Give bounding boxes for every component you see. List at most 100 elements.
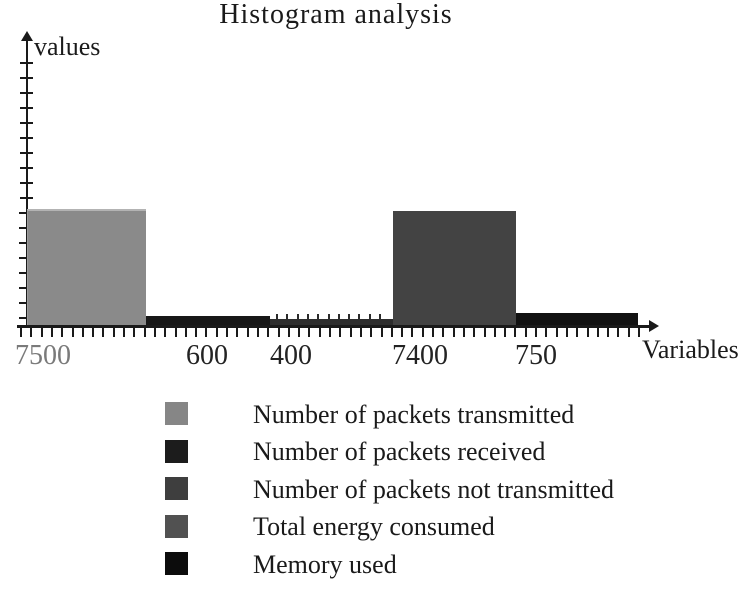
y-tick xyxy=(20,122,33,124)
x-tick xyxy=(20,328,22,337)
x-tick-label: 400 xyxy=(270,340,312,371)
x-tick xyxy=(195,328,198,337)
x-tick xyxy=(277,328,280,337)
y-tick xyxy=(20,92,33,94)
mini-tick xyxy=(317,314,320,319)
bar-750 xyxy=(516,313,638,325)
x-tick xyxy=(627,328,630,337)
legend-label: Number of packets received xyxy=(253,437,546,466)
bar-7500 xyxy=(27,209,146,325)
x-tick xyxy=(298,328,301,337)
y-tick xyxy=(20,182,33,184)
y-axis-label: values xyxy=(34,32,101,61)
x-tick xyxy=(153,328,156,337)
x-tick xyxy=(61,328,64,337)
x-tick xyxy=(205,328,208,337)
x-axis-label: Variables xyxy=(642,335,739,364)
x-tick xyxy=(256,328,259,337)
mini-tick xyxy=(379,314,381,319)
y-tick xyxy=(19,272,26,274)
x-tick xyxy=(483,328,486,337)
x-tick xyxy=(164,328,167,337)
x-axis xyxy=(17,325,649,328)
y-tick xyxy=(19,212,26,214)
x-tick xyxy=(102,328,105,337)
y-tick xyxy=(20,167,33,169)
x-tick xyxy=(514,328,517,337)
x-tick xyxy=(349,328,352,337)
y-tick xyxy=(19,227,26,229)
mini-tick xyxy=(286,314,289,319)
x-tick xyxy=(504,328,507,337)
x-axis-arrow-icon xyxy=(649,320,659,332)
legend-label: Number of packets transmitted xyxy=(253,399,575,429)
x-tick xyxy=(586,328,589,337)
mini-tick xyxy=(368,314,371,319)
x-tick xyxy=(40,328,43,337)
x-tick-label: 7500 xyxy=(15,340,71,371)
x-tick xyxy=(143,328,146,337)
legend-swatch xyxy=(165,477,188,500)
y-tick xyxy=(20,77,33,79)
mini-tick xyxy=(296,314,299,319)
x-tick xyxy=(607,328,610,337)
x-tick-label: 600 xyxy=(186,340,228,371)
x-tick xyxy=(246,328,249,337)
x-tick-label: 7400 xyxy=(392,340,448,371)
x-tick xyxy=(535,328,537,337)
chart-title: Histogram analysis xyxy=(219,0,453,30)
mini-tick xyxy=(358,314,361,319)
x-tick xyxy=(123,328,125,337)
x-tick xyxy=(596,328,599,337)
bar-7400 xyxy=(393,211,516,325)
x-tick xyxy=(184,328,187,337)
x-tick xyxy=(380,328,383,337)
x-tick xyxy=(236,328,239,337)
mini-tick xyxy=(327,314,330,319)
x-tick xyxy=(226,328,228,337)
x-tick xyxy=(390,328,393,337)
y-tick xyxy=(20,197,33,199)
bar-600 xyxy=(146,316,270,325)
x-tick xyxy=(359,328,362,337)
x-tick xyxy=(432,328,434,337)
y-tick xyxy=(20,107,33,109)
x-tick xyxy=(318,328,321,337)
legend-swatch xyxy=(165,402,188,425)
legend-item: Number of packets not transmitted xyxy=(165,475,614,503)
x-tick xyxy=(462,328,465,337)
mini-tick xyxy=(276,314,278,319)
x-tick xyxy=(555,328,558,337)
x-tick xyxy=(329,328,331,337)
legend-swatch xyxy=(165,514,188,538)
y-tick xyxy=(19,287,26,289)
x-tick xyxy=(545,328,548,337)
legend-item: Number of packets received xyxy=(165,438,614,466)
x-tick xyxy=(81,328,84,337)
x-tick xyxy=(92,328,95,337)
legend-label: Total energy consumed xyxy=(253,512,495,541)
y-tick xyxy=(19,242,26,244)
y-tick xyxy=(20,137,33,139)
legend-label: Number of packets not transmitted xyxy=(253,474,615,504)
x-tick xyxy=(638,328,640,337)
y-tick xyxy=(20,152,33,154)
legend-label: Memory used xyxy=(253,549,397,579)
x-tick xyxy=(71,328,74,337)
x-tick xyxy=(215,328,218,337)
legend: Number of packets transmitted Number of p… xyxy=(165,399,614,590)
y-tick xyxy=(19,257,26,259)
x-tick xyxy=(50,328,53,337)
x-tick xyxy=(565,328,568,337)
x-tick xyxy=(411,328,414,337)
x-tick xyxy=(308,328,311,337)
legend-item: Memory used xyxy=(165,550,614,578)
y-tick xyxy=(19,317,26,319)
y-tick xyxy=(19,302,26,304)
x-tick xyxy=(524,328,527,337)
x-tick xyxy=(401,328,404,337)
legend-item: Total energy consumed xyxy=(165,513,614,541)
x-tick-label: 750 xyxy=(515,340,557,371)
x-tick xyxy=(442,328,445,337)
